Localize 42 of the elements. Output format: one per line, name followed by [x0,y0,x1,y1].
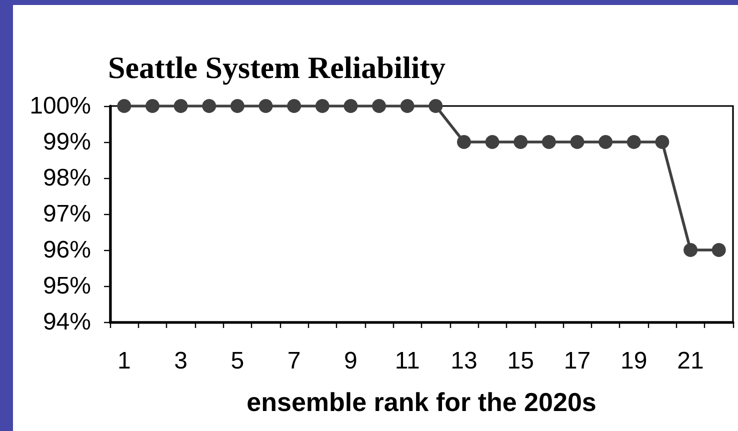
point [598,135,613,149]
point [372,99,386,113]
point [287,99,302,113]
x-tick-label: 5 [230,348,244,374]
y-tick-label: 97% [42,200,91,228]
x-tick-label: 3 [174,348,188,374]
y-tick-label: 96% [42,236,91,264]
point [655,135,670,149]
x-tick-label: 21 [677,348,704,374]
point [230,99,244,113]
point [145,99,160,113]
point [202,99,216,113]
x-tick-label: 11 [394,348,420,374]
point [514,135,528,149]
point [570,135,584,149]
y-tick-label: 95% [42,272,91,300]
x-tick-label: 9 [344,348,358,374]
point [344,99,358,113]
point [542,135,556,149]
x-tick-label: 13 [450,348,478,374]
x-tick-label: 1 [117,348,131,374]
x-tick-label: 19 [620,348,648,374]
x-axis-title: ensemble rank for the 2020s [246,387,596,417]
point [174,99,188,113]
point [626,135,641,149]
x-tick-label: 17 [564,348,591,374]
y-tick-label: 94% [42,308,91,336]
point [712,243,726,257]
point [485,135,500,149]
x-tick-label: 7 [287,348,301,374]
point [428,99,443,113]
y-tick-label: 100% [30,92,91,120]
point [456,135,471,149]
point [400,99,414,113]
point [684,243,698,257]
point [315,99,330,113]
point [258,99,273,113]
point [117,99,132,113]
x-tick-label: 15 [507,348,534,374]
y-tick-label: 98% [42,164,91,192]
chart-title: Seattle System Reliability [108,50,446,85]
y-tick-label: 99% [42,128,91,156]
